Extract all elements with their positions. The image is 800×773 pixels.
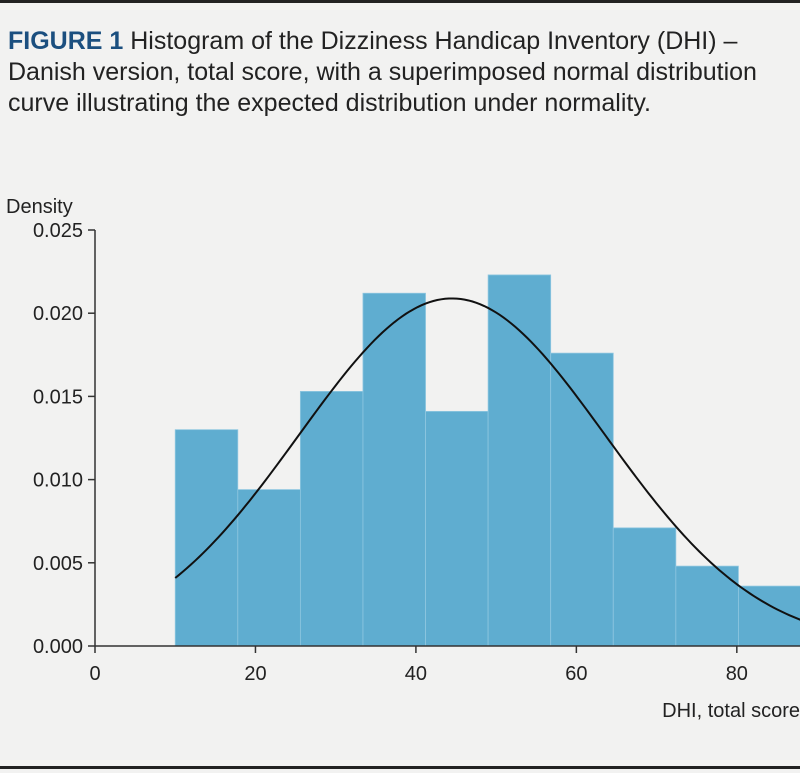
y-tick-label: 0.020 — [33, 303, 83, 325]
histogram-bar — [612, 527, 677, 647]
y-tick-label: 0.005 — [33, 553, 83, 575]
histogram-bars — [174, 274, 800, 647]
figure-caption: FIGURE 1 Histogram of the Dizziness Hand… — [8, 26, 778, 119]
histogram-bar — [550, 352, 614, 647]
x-tick-label: 0 — [89, 663, 100, 685]
y-tick-label: 0.015 — [33, 386, 83, 408]
normal-curve — [174, 297, 800, 621]
histogram-bar — [299, 391, 364, 647]
top-rule — [0, 0, 800, 3]
bottom-rule — [0, 766, 800, 769]
x-tick-label: 60 — [565, 663, 587, 685]
x-tick-label: 20 — [244, 663, 266, 685]
y-tick-label: 0.025 — [33, 220, 83, 242]
figure-label: FIGURE 1 — [8, 27, 124, 55]
y-axis-label: Density — [6, 196, 73, 218]
y-tick-label: 0.010 — [33, 470, 83, 492]
y-tick-label: 0.000 — [33, 636, 83, 658]
histogram-bar — [237, 489, 301, 647]
axes: 0.000 0.005 0.010 0.015 0.020 0.025 0 20 40 60 80 — [33, 220, 800, 685]
figure-caption-text: Histogram of the Dizziness Handicap Inve… — [8, 27, 757, 117]
histogram-bar — [174, 429, 239, 647]
histogram-bar — [487, 274, 552, 647]
x-tick-label: 80 — [726, 663, 748, 685]
x-axis-label: DHI, total score — [662, 700, 800, 722]
histogram-bar — [675, 565, 739, 647]
histogram-bar — [425, 410, 489, 647]
histogram-bar — [362, 292, 426, 647]
x-tick-label: 40 — [405, 663, 427, 685]
